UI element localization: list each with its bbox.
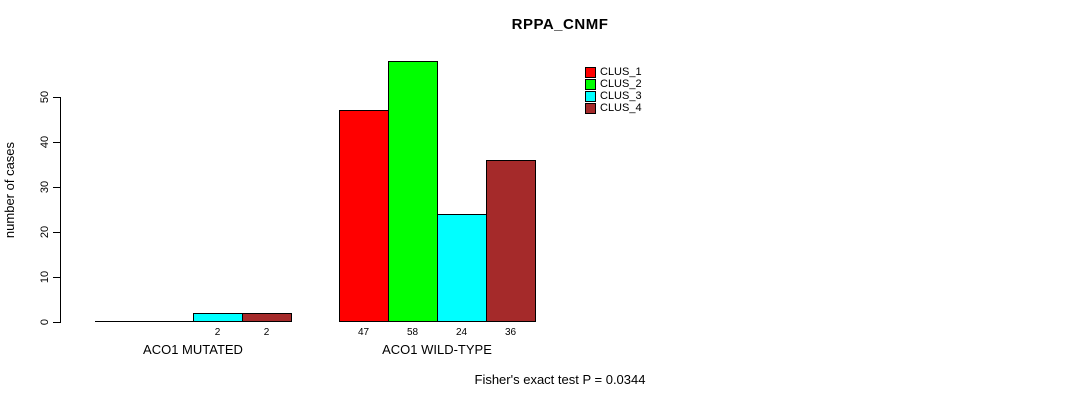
y-tick-label: 50: [39, 90, 51, 104]
legend-swatch: [585, 78, 596, 90]
y-tick-mark: [53, 187, 60, 188]
bar-clus_3-group2: [437, 214, 487, 322]
bar-value-label: 58: [406, 327, 419, 338]
legend-item-clus_2: CLUS_2: [585, 78, 642, 90]
bar-value-label: 2: [214, 327, 221, 338]
legend-item-clus_1: CLUS_1: [585, 66, 642, 78]
legend-label: CLUS_2: [600, 78, 642, 90]
y-tick-label: 20: [39, 225, 51, 239]
bar-value-label: 36: [504, 327, 517, 338]
x-category-label: ACO1 MUTATED: [143, 342, 243, 357]
bar-clus_4-group2: [486, 160, 536, 322]
bar-clus_1-group1: [95, 321, 145, 322]
legend-swatch: [585, 90, 596, 102]
y-tick-mark: [53, 277, 60, 278]
bar-clus_4-group1: [242, 313, 292, 322]
legend-label: CLUS_4: [600, 102, 642, 114]
y-axis-line: [60, 97, 61, 323]
x-category-label: ACO1 WILD-TYPE: [382, 342, 492, 357]
y-axis-label: number of cases: [2, 141, 17, 239]
bar-clus_1-group2: [339, 110, 389, 322]
bar-clus_2-group1: [144, 321, 194, 322]
bar-clus_3-group1: [193, 313, 243, 322]
legend-item-clus_4: CLUS_4: [585, 102, 642, 114]
legend-swatch: [585, 66, 596, 78]
chart-title: RPPA_CNMF: [511, 16, 609, 33]
y-tick-label: 30: [39, 180, 51, 194]
y-tick-label: 10: [39, 270, 51, 284]
y-tick-mark: [53, 97, 60, 98]
y-tick-mark: [53, 322, 60, 323]
legend-label: CLUS_1: [600, 66, 642, 78]
bar-value-label: 24: [455, 327, 468, 338]
bar-clus_2-group2: [388, 61, 438, 322]
legend-item-clus_3: CLUS_3: [585, 90, 642, 102]
bar-value-label: 47: [357, 327, 370, 338]
y-tick-label: 0: [39, 318, 51, 326]
y-tick-label: 40: [39, 135, 51, 149]
legend: CLUS_1 CLUS_2 CLUS_3 CLUS_4: [585, 66, 642, 114]
bar-value-label: 2: [263, 327, 270, 338]
legend-label: CLUS_3: [600, 90, 642, 102]
y-tick-mark: [53, 142, 60, 143]
y-tick-mark: [53, 232, 60, 233]
legend-swatch: [585, 102, 596, 114]
fisher-test-annotation: Fisher's exact test P = 0.0344: [474, 372, 646, 387]
